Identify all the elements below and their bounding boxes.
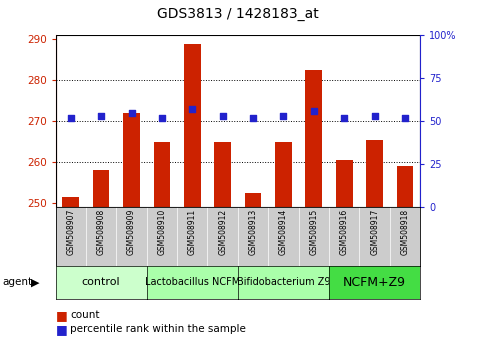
Text: Bifidobacterium Z9: Bifidobacterium Z9 (237, 277, 330, 287)
Point (219, 113, 227, 119)
Point (401, 115, 409, 121)
Text: GSM508909: GSM508909 (127, 209, 136, 255)
Bar (366, 139, 383, 207)
Text: control: control (82, 277, 120, 287)
Point (158, 115, 166, 121)
Bar (336, 160, 353, 207)
Point (67, 115, 74, 121)
Text: GSM508915: GSM508915 (309, 209, 318, 255)
Bar (184, 44, 200, 207)
Text: GSM508907: GSM508907 (66, 209, 75, 255)
Text: GSM508917: GSM508917 (370, 209, 379, 255)
Text: GSM508918: GSM508918 (400, 209, 410, 255)
Point (280, 113, 287, 119)
Text: NCFM+Z9: NCFM+Z9 (343, 276, 406, 289)
Text: GSM508910: GSM508910 (157, 209, 167, 255)
Point (341, 115, 348, 121)
Bar (305, 70, 322, 207)
Bar (245, 193, 261, 207)
Text: GSM508914: GSM508914 (279, 209, 288, 255)
Point (310, 108, 318, 114)
Text: GSM508916: GSM508916 (340, 209, 349, 255)
Bar (154, 142, 170, 207)
Text: Lactobacillus NCFM: Lactobacillus NCFM (145, 277, 240, 287)
Point (249, 115, 257, 121)
Text: GDS3813 / 1428183_at: GDS3813 / 1428183_at (157, 7, 319, 21)
Point (188, 107, 196, 112)
Text: ■: ■ (56, 309, 67, 321)
Bar (123, 113, 140, 207)
Text: GSM508908: GSM508908 (97, 209, 106, 255)
Text: GSM508911: GSM508911 (188, 209, 197, 255)
Point (128, 110, 135, 115)
Text: agent: agent (2, 277, 32, 287)
Text: GSM508912: GSM508912 (218, 209, 227, 255)
Point (97, 113, 105, 119)
Bar (62, 197, 79, 207)
Text: GSM508913: GSM508913 (249, 209, 257, 255)
Bar (93, 170, 110, 207)
Text: percentile rank within the sample: percentile rank within the sample (70, 324, 246, 334)
Text: ▶: ▶ (31, 277, 40, 287)
Point (371, 113, 379, 119)
Bar (275, 142, 292, 207)
Text: count: count (70, 310, 99, 320)
Bar (397, 166, 413, 207)
Text: ■: ■ (56, 323, 67, 336)
Bar (214, 142, 231, 207)
